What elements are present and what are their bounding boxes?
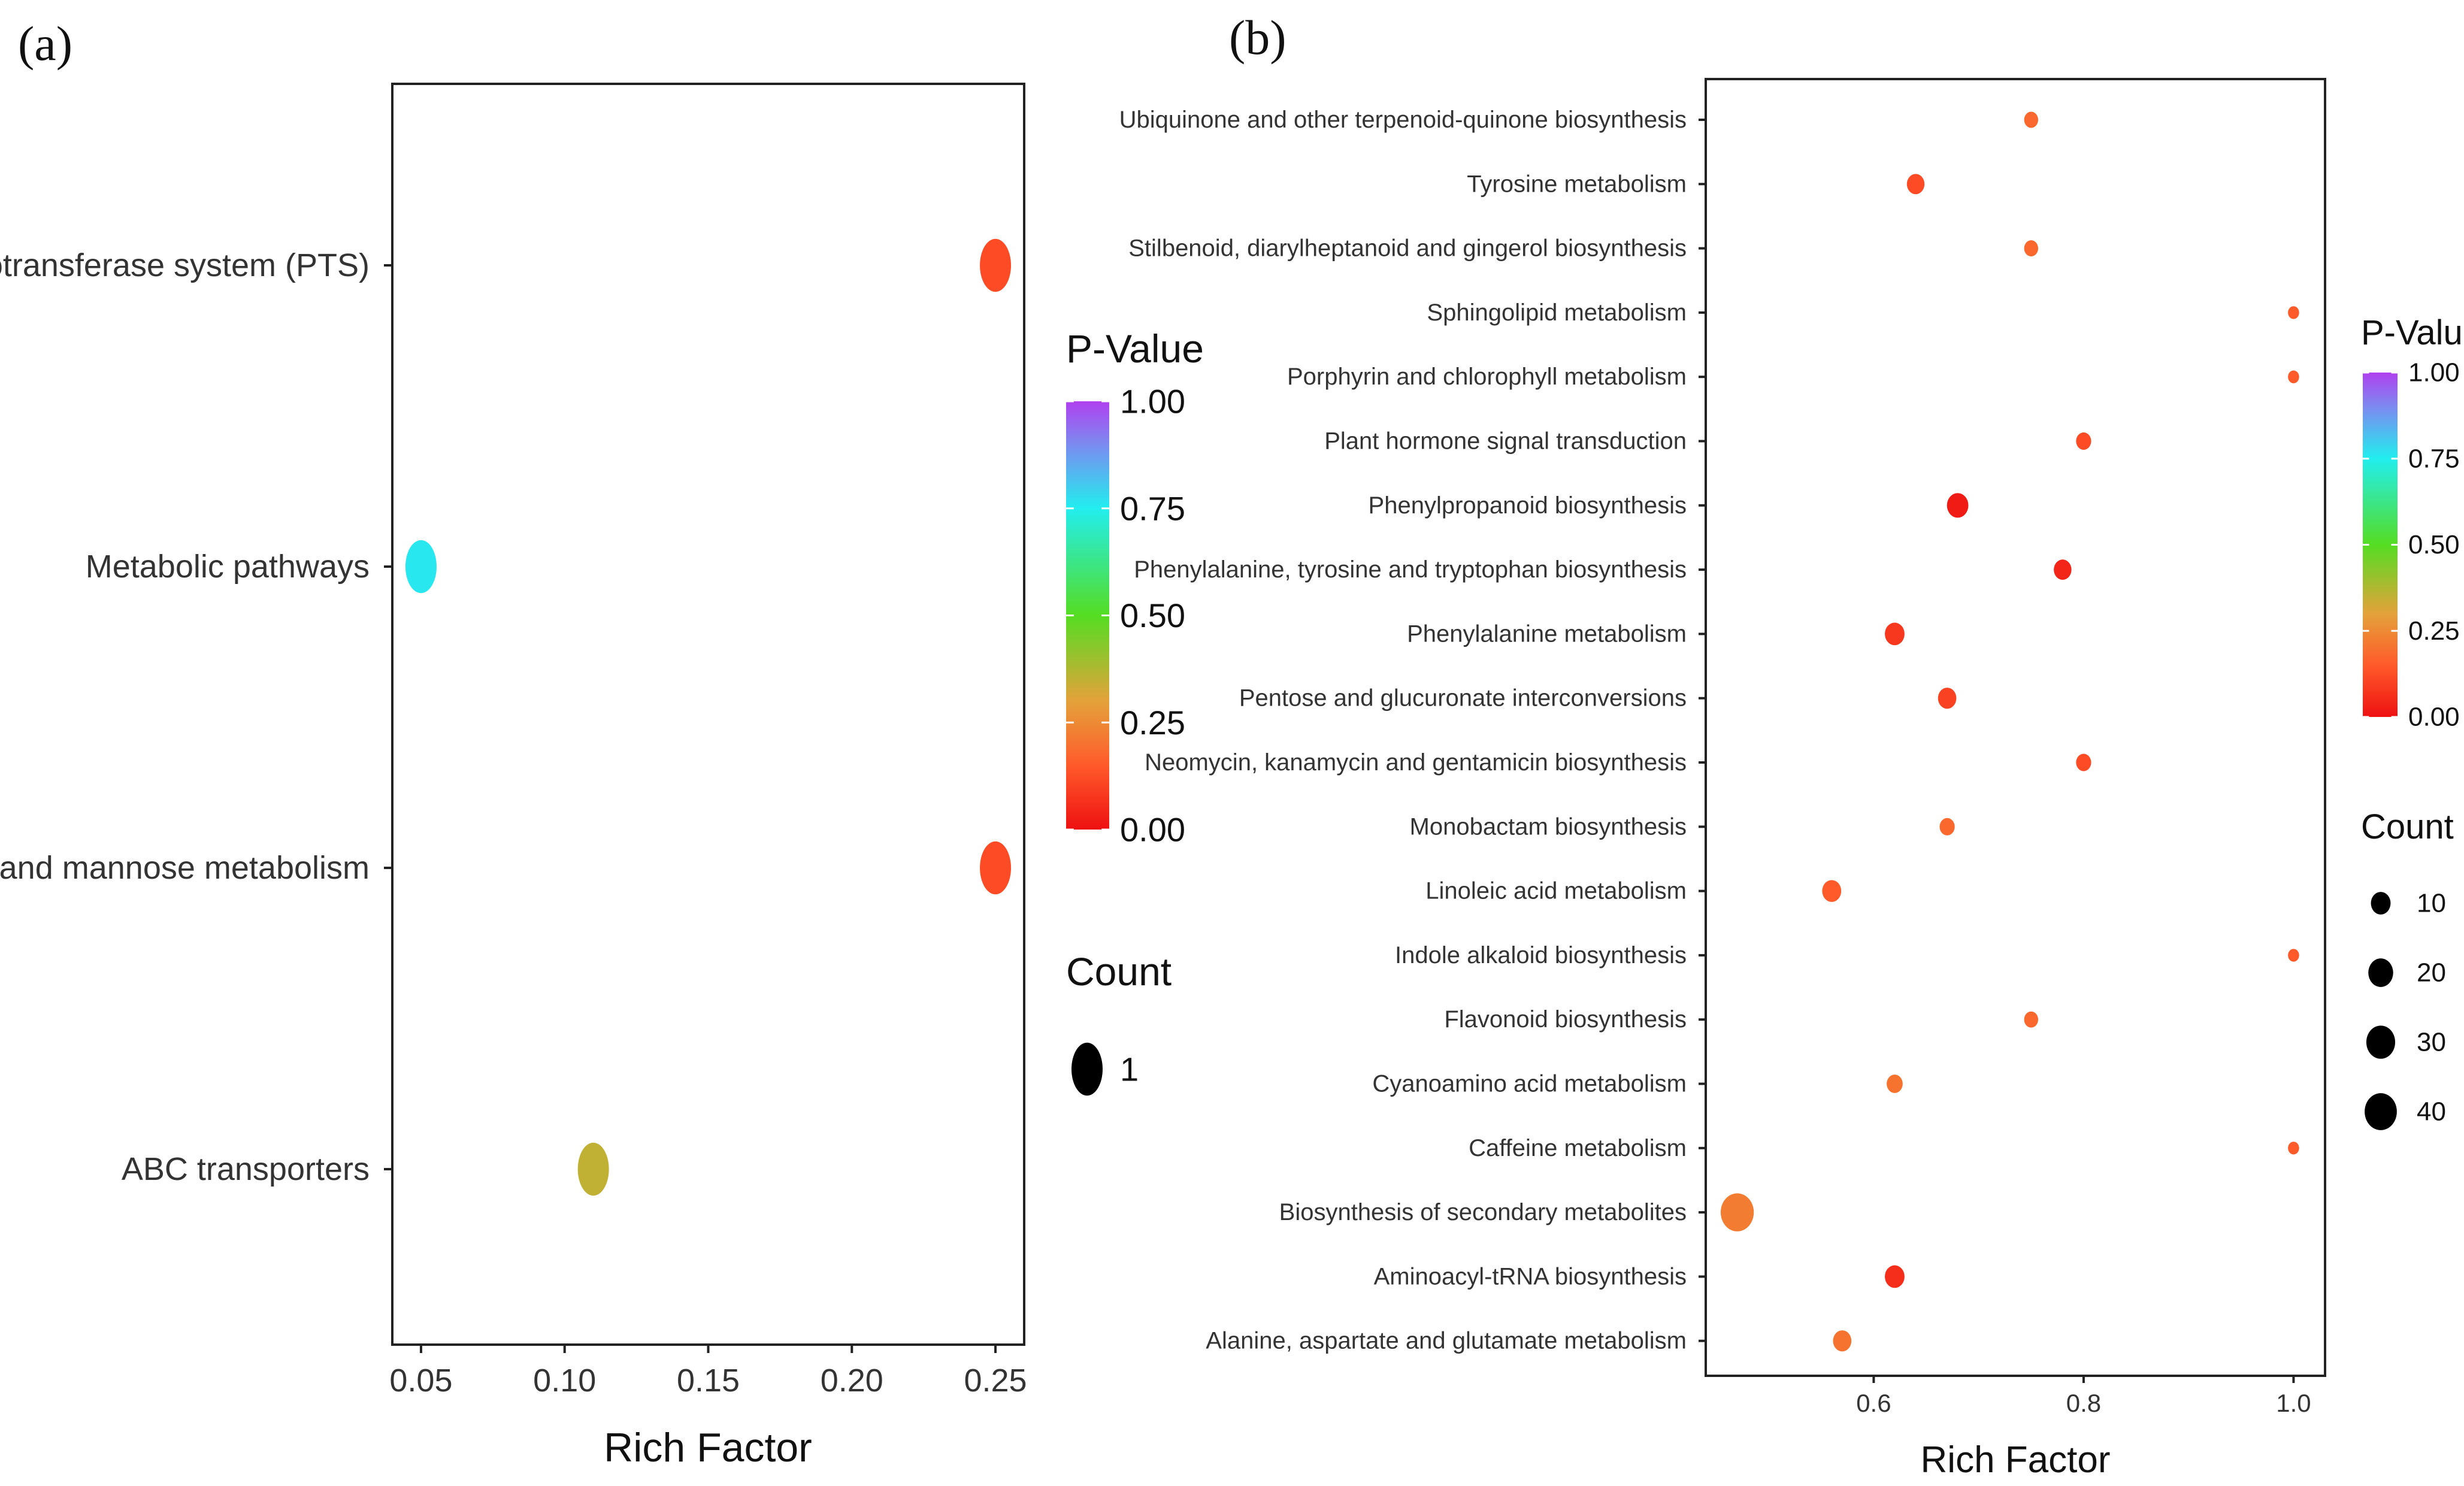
panel-a-colorbar-ticks: 1.00 0.75 0.50 0.25 0.00 <box>1066 383 1185 849</box>
panel-b-x-axis-title: Rich Factor <box>1921 1439 2111 1481</box>
panel-b-x-tick-label: 0.6 <box>1856 1389 1891 1417</box>
panel-b-point <box>2288 306 2299 319</box>
panel-b-colorbar-tick-label: 0.75 <box>2408 444 2460 473</box>
panel-b-category-label: Cyanoamino acid metabolism <box>1372 1071 1687 1097</box>
panel-b-category-label: Porphyrin and chlorophyll metabolism <box>1287 364 1687 390</box>
panel-a-category-label: ABC transporters <box>122 1151 370 1187</box>
panel-b-category-label: Phenylalanine metabolism <box>1407 621 1687 647</box>
panel-b-count-legend-label: 10 <box>2417 889 2446 918</box>
panel-b-category-label: Monobactam biosynthesis <box>1410 813 1687 840</box>
panel-b-point <box>1906 174 1925 195</box>
panel-b-count-legend-label: 40 <box>2417 1097 2446 1127</box>
panel-b-count-legend-dot <box>2365 1093 2397 1130</box>
panel-b-point <box>1947 493 1969 518</box>
panel-a-x-tick-label: 0.10 <box>533 1363 596 1399</box>
panel-b-category-label: Caffeine metabolism <box>1469 1135 1687 1161</box>
panel-a-x-tick-label: 0.20 <box>821 1363 883 1399</box>
panel-b-category-labels: Ubiquinone and other terpenoid-quinone b… <box>1119 107 1706 1354</box>
panel-a-colorbar-tick-label: 0.75 <box>1120 489 1185 527</box>
panel-a-points <box>405 238 1012 1196</box>
panel-b-point <box>1833 1330 1852 1352</box>
panel-a-x-tick-label: 0.15 <box>677 1363 740 1399</box>
panel-b-category-label: Alanine, aspartate and glutamate metabol… <box>1206 1328 1687 1354</box>
panel-a-count-legend-title: Count <box>1066 949 1172 994</box>
panel-b-plot-frame <box>1705 78 2326 1377</box>
panel-a-colorbar-tick-label: 0.25 <box>1120 704 1185 742</box>
panel-b-point <box>1720 1193 1754 1231</box>
panel-b-point <box>2024 1011 2039 1028</box>
panel-b-point <box>1939 818 1955 836</box>
panel-b-category-label: Tyrosine metabolism <box>1467 171 1687 197</box>
panel-b-count-legend-title: Count <box>2361 807 2454 846</box>
panel-a-x-tick-label: 0.05 <box>389 1363 452 1399</box>
panel-b-point <box>2024 111 2039 128</box>
panel-a-category-label: Fructose and mannose metabolism <box>0 850 370 886</box>
panel-a-x-axis-title: Rich Factor <box>604 1425 812 1470</box>
panel-b-point <box>1938 688 1957 709</box>
panel-a-count-legend-label: 1 <box>1120 1051 1139 1088</box>
panel-a-count-legend: 1 <box>1071 1042 1139 1096</box>
panel-b-category-label: Phenylalanine, tyrosine and tryptophan b… <box>1134 556 1687 583</box>
panel-b-colorbar-tick-label: 0.50 <box>2408 530 2460 559</box>
panel-b-category-label: Indole alkaloid biosynthesis <box>1395 942 1687 969</box>
panel-b-colorbar-tick-label: 0.00 <box>2408 703 2460 732</box>
panel-a-label: (a) <box>18 16 72 71</box>
panel-b-point <box>1887 1075 1903 1093</box>
panel-a-pvalue-legend-title: P-Value <box>1066 326 1204 371</box>
panel-b-category-label: Pentose and glucuronate interconversions <box>1239 685 1687 712</box>
panel-b-pvalue-legend-title: P-Value <box>2361 313 2464 352</box>
panel-b-x-ticks: 0.6 0.8 1.0 <box>1856 1376 2311 1417</box>
panel-b-point <box>2288 949 2299 962</box>
panel-b-label: (b) <box>1229 10 1287 65</box>
panel-a-point <box>980 841 1012 895</box>
panel-b-category-label: Plant hormone signal transduction <box>1324 428 1687 455</box>
panel-b-x-tick-label: 1.0 <box>2276 1389 2311 1417</box>
panel-a-x-tick-label: 0.25 <box>964 1363 1027 1399</box>
panel-a-colorbar-tick-label: 0.50 <box>1120 597 1185 634</box>
panel-b-point <box>2288 370 2299 383</box>
panel-b: (b) Ubiquinone and other terpenoid-quino… <box>1119 10 2464 1481</box>
panel-b-colorbar-ticks: 1.00 0.75 0.50 0.25 0.00 <box>2363 358 2460 732</box>
panel-b-category-label: Sphingolipid metabolism <box>1427 299 1687 326</box>
panel-a-category-label: Metabolic pathways <box>86 549 370 585</box>
panel-b-point <box>2076 432 2091 450</box>
panel-b-count-legend-dot <box>2368 958 2393 987</box>
panel-b-category-label: Linoleic acid metabolism <box>1425 878 1687 904</box>
panel-b-category-label: Phenylpropanoid biosynthesis <box>1369 492 1687 519</box>
panel-a-point <box>577 1142 609 1196</box>
panel-b-count-legend-label: 20 <box>2417 958 2446 988</box>
panel-b-point <box>2054 559 2072 580</box>
panel-b-colorbar-tick-label: 0.25 <box>2408 616 2460 646</box>
panel-b-category-label: Flavonoid biosynthesis <box>1444 1006 1687 1033</box>
panel-a-plot-frame <box>391 83 1025 1346</box>
panel-a-category-label: Phosphotransferase system (PTS) <box>0 247 370 283</box>
panel-b-count-legend-dot <box>2371 892 2391 915</box>
panel-b-count-legend-dot <box>2366 1025 2396 1059</box>
panel-b-x-tick-label: 0.8 <box>2066 1389 2101 1417</box>
panel-b-count-legend-label: 30 <box>2417 1028 2446 1057</box>
panel-b-point <box>2288 1142 2299 1155</box>
panel-b-count-legend: 10 20 30 40 <box>2365 889 2446 1130</box>
panel-b-category-label: Stilbenoid, diarylheptanoid and gingerol… <box>1128 235 1687 262</box>
panel-b-points <box>1720 111 2299 1352</box>
panel-b-point <box>1885 622 1905 646</box>
panel-b-category-label: Neomycin, kanamycin and gentamicin biosy… <box>1145 749 1687 776</box>
panel-a-category-labels: Phosphotransferase system (PTS) Metabolic… <box>0 247 392 1187</box>
panel-a: (a) Phosphotransferase system (PTS) Metab… <box>0 16 1204 1470</box>
panel-b-point <box>2024 240 2039 257</box>
panel-a-x-ticks: 0.05 0.10 0.15 0.20 0.25 <box>389 1345 1027 1399</box>
panel-b-point <box>1885 1265 1905 1288</box>
panel-b-colorbar-tick-label: 1.00 <box>2408 358 2460 388</box>
panel-b-point <box>1822 880 1842 902</box>
panel-b-category-label: Aminoacyl-tRNA biosynthesis <box>1374 1263 1687 1290</box>
panel-a-point <box>405 540 437 594</box>
panel-b-category-label: Ubiquinone and other terpenoid-quinone b… <box>1119 107 1687 133</box>
panel-a-count-legend-dot <box>1071 1042 1103 1096</box>
panel-a-point <box>980 238 1012 292</box>
panel-a-colorbar-tick-label: 0.00 <box>1120 811 1185 849</box>
panel-a-colorbar-tick-label: 1.00 <box>1120 383 1185 420</box>
panel-b-point <box>2076 753 2091 771</box>
panel-b-category-label: Biosynthesis of secondary metabolites <box>1279 1199 1687 1225</box>
